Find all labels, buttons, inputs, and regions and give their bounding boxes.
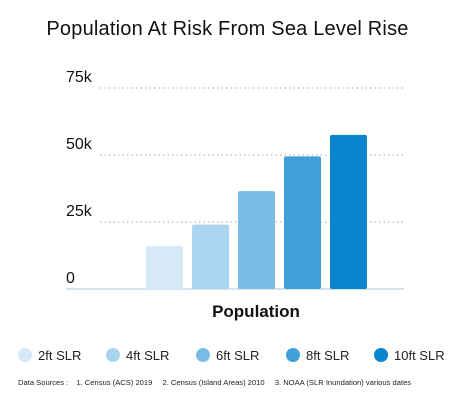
bar-10ft-slr	[330, 134, 367, 289]
bar-8ft-slr	[284, 156, 321, 289]
data-source-item: 2. Census (Island Areas) 2010	[162, 378, 265, 387]
legend-label-10ft: 10ft SLR	[394, 347, 445, 363]
bar-4ft-slr	[192, 224, 229, 289]
legend-item-6ft: 6ft SLR	[196, 344, 259, 366]
data-sources-label: Data Sources :	[18, 378, 69, 387]
legend-item-10ft: 10ft SLR	[374, 344, 445, 366]
chart-title: Population At Risk From Sea Level Rise	[46, 18, 409, 40]
legend-item-2ft: 2ft SLR	[18, 344, 81, 366]
legend-label-8ft: 8ft SLR	[306, 347, 350, 363]
data-source-item: 3. NOAA (SLR Inundation) various dates	[274, 378, 412, 387]
legend-item-4ft: 4ft SLR	[106, 344, 169, 366]
legend-swatch-4ft	[106, 348, 120, 362]
y-tick-label: 0	[66, 270, 75, 287]
legend-swatch-2ft	[18, 348, 32, 362]
chart-legend: 2ft SLR 4ft SLR 6ft SLR 8ft SLR 10ft SLR	[18, 344, 448, 366]
y-tick-label: 75k	[66, 69, 93, 86]
y-tick-label: 50k	[66, 136, 93, 153]
y-tick-label: 25k	[66, 203, 93, 220]
bar-2ft-slr	[146, 246, 183, 289]
bar-6ft-slr	[238, 191, 275, 289]
legend-swatch-6ft	[196, 348, 210, 362]
x-axis-label: Population	[212, 302, 300, 321]
legend-swatch-8ft	[286, 348, 300, 362]
legend-swatch-10ft	[374, 348, 388, 362]
legend-item-8ft: 8ft SLR	[286, 344, 349, 366]
data-sources: Data Sources : 1. Census (ACS) 2019 2. C…	[18, 378, 448, 387]
data-source-item: 1. Census (ACS) 2019	[76, 378, 153, 387]
legend-label-2ft: 2ft SLR	[38, 347, 82, 363]
legend-label-4ft: 4ft SLR	[126, 347, 170, 363]
legend-label-6ft: 6ft SLR	[216, 347, 260, 363]
